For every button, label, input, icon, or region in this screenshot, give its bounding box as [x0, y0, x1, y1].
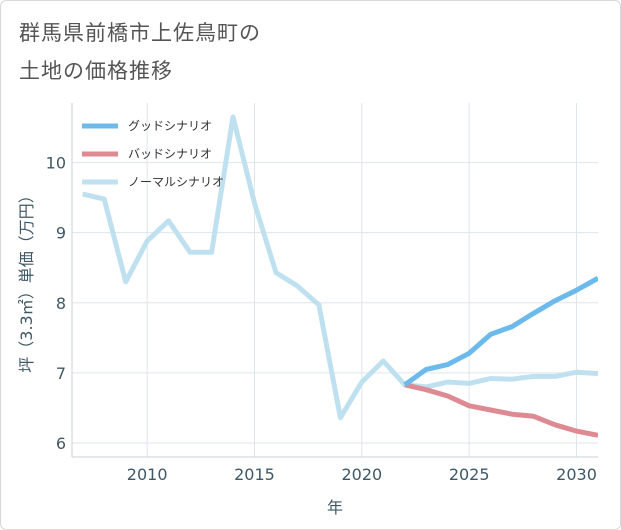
- x-tick-label: 2015: [234, 465, 275, 484]
- legend-item-normal[interactable]: ノーマルシナリオ: [82, 175, 224, 189]
- legend-item-bad[interactable]: バッドシナリオ: [82, 147, 212, 161]
- legend-label: ノーマルシナリオ: [128, 175, 224, 189]
- y-axis-ticks: 6 7 8 9 10: [46, 154, 66, 453]
- chart-title-line-2: 土地の価格推移: [19, 59, 173, 83]
- x-axis-ticks: 2010 2015 2020 2025 2030: [127, 465, 597, 484]
- y-tick-label: 10: [46, 154, 66, 173]
- legend-item-good[interactable]: グッドシナリオ: [82, 119, 212, 133]
- y-tick-label: 8: [56, 294, 66, 313]
- series-layer: [82, 114, 598, 438]
- bad-scenario-line: [404, 382, 598, 438]
- plot-frame: [71, 103, 598, 458]
- x-tick-label: 2025: [449, 465, 490, 484]
- chart-title-line-1: 群馬県前橋市上佐鳥町の: [19, 21, 261, 45]
- x-tick-label: 2020: [341, 465, 382, 484]
- y-tick-label: 7: [56, 364, 66, 383]
- y-tick-label: 6: [56, 434, 66, 453]
- good-scenario-line: [403, 276, 598, 387]
- y-axis-title: 坪（3.3㎡）単価（万円）: [17, 187, 36, 372]
- y-tick-label: 9: [56, 224, 66, 243]
- grid-lines: [72, 103, 598, 457]
- legend-label: バッドシナリオ: [128, 147, 212, 161]
- x-axis-title: 年: [327, 498, 343, 517]
- normal-scenario-line: [82, 114, 598, 421]
- x-tick-label: 2030: [556, 465, 597, 484]
- x-tick-label: 2010: [127, 465, 168, 484]
- legend-label: グッドシナリオ: [128, 119, 212, 133]
